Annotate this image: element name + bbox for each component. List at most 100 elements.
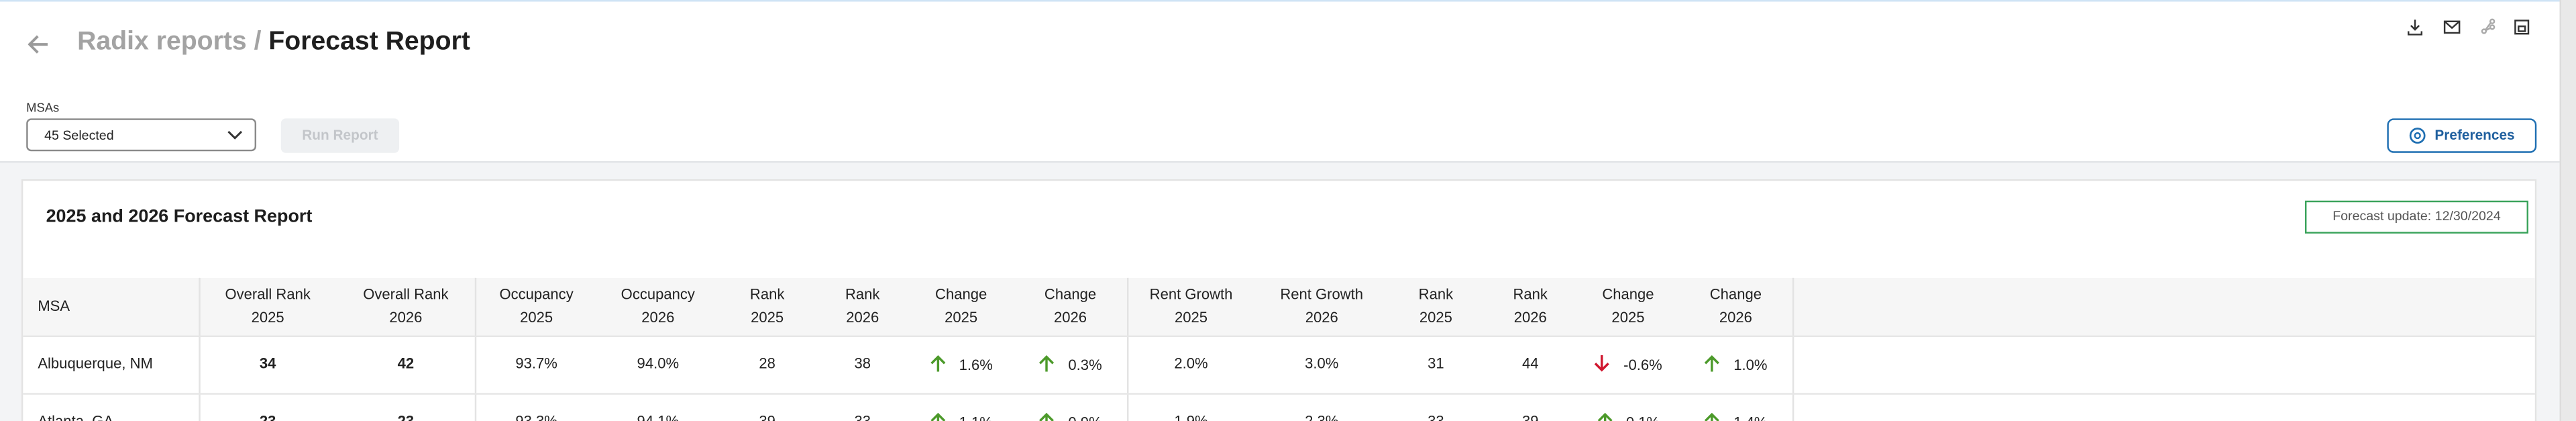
- column-header: Rank 2025: [718, 283, 816, 329]
- header-line: Rank: [1513, 286, 1548, 303]
- header-line: 2026: [389, 309, 423, 326]
- back-button[interactable]: [28, 34, 50, 54]
- header-line: Rank: [845, 286, 880, 303]
- download-icon[interactable]: [2408, 19, 2423, 36]
- column-header: Occupancy 2026: [598, 283, 718, 329]
- column-header: Rank 2025: [1388, 283, 1483, 329]
- down-arrow: [1595, 355, 1610, 372]
- up-arrow: [930, 355, 945, 372]
- column-header: Rent Growth 2025: [1127, 283, 1255, 329]
- column-header: Rent Growth 2026: [1255, 283, 1388, 329]
- header-line: 2026: [1719, 309, 1752, 326]
- chevron: [227, 130, 243, 140]
- table-cell: 0.9%: [1014, 412, 1127, 421]
- table-cell: 3.0%: [1305, 355, 1339, 372]
- mail-icon[interactable]: [2443, 20, 2461, 34]
- row-divider: [23, 393, 2535, 395]
- header-line: 2026: [1305, 309, 1338, 326]
- header-line: Rank: [749, 286, 785, 303]
- table-cell: -0.6%: [1577, 355, 1679, 373]
- column-header: Rank 2026: [816, 283, 908, 329]
- column-header: Overall Rank 2026: [337, 283, 475, 329]
- change-value: 1.4%: [1733, 414, 1767, 421]
- table-cell: 33: [854, 412, 871, 421]
- table-cell: 1.0%: [1679, 355, 1792, 373]
- crumb-current: Forecast Report: [268, 28, 470, 56]
- table-cell: 1.9%: [1174, 412, 1208, 421]
- table-cell: 23: [397, 412, 415, 421]
- change-value: 1.6%: [959, 357, 993, 373]
- change-value: 0.9%: [1068, 414, 1102, 421]
- header-line: Rent Growth: [1149, 286, 1233, 303]
- header-line: 2025: [520, 309, 553, 326]
- table-cell: 31: [1428, 355, 1444, 372]
- column-header: MSA: [38, 294, 70, 317]
- table-cell: 1.1%: [908, 412, 1014, 421]
- forecast-update: Forecast update: 12/30/2024: [2304, 200, 2529, 234]
- header-line: Occupancy: [621, 286, 695, 303]
- header-line: 2025: [945, 309, 978, 326]
- header-line: Change: [1044, 286, 1097, 303]
- header-line: MSA: [38, 297, 70, 314]
- card-title: 2025 and 2026 Forecast Report: [46, 207, 313, 227]
- header-line: Overall Rank: [225, 286, 311, 303]
- table-cell: 0.1%: [1577, 412, 1679, 421]
- header-line: Overall Rank: [363, 286, 449, 303]
- header-line: 2025: [1419, 309, 1452, 326]
- top-border: [0, 0, 2560, 2]
- header-line: Rent Growth: [1280, 286, 1364, 303]
- table-cell: 93.3%: [515, 412, 557, 421]
- preferences-button[interactable]: Preferences: [2387, 118, 2537, 153]
- up-arrow: [1039, 355, 1055, 372]
- header-line: Change: [935, 286, 987, 303]
- column-header: Change 2026: [1014, 283, 1127, 329]
- header-line: 2025: [751, 309, 784, 326]
- toolbar-icons: [2408, 18, 2530, 36]
- preferences-label: Preferences: [2434, 126, 2515, 144]
- column-separator: [199, 277, 201, 421]
- column-header: Occupancy 2025: [475, 283, 598, 329]
- table-cell: 39: [759, 412, 775, 421]
- crumb-parent[interactable]: Radix reports /: [77, 28, 262, 56]
- up-arrow: [1705, 355, 1720, 372]
- change-value: 0.1%: [1626, 414, 1660, 421]
- header-line: 2025: [251, 309, 284, 326]
- header-line: 2026: [1053, 309, 1087, 326]
- table-cell: 0.3%: [1014, 355, 1127, 373]
- table-cell: 39: [1521, 412, 1539, 421]
- table-cell: Albuquerque, NM: [38, 355, 153, 372]
- header-line: 2025: [1611, 309, 1645, 326]
- table-cell: 42: [397, 355, 415, 372]
- table-cell: 94.0%: [637, 355, 680, 372]
- run-report-button[interactable]: Run Report: [280, 118, 400, 153]
- header-line: Change: [1602, 286, 1654, 303]
- scrollbar[interactable]: [2559, 0, 2576, 421]
- table-cell: 94.1%: [637, 412, 680, 421]
- up-arrow: [1597, 412, 1613, 421]
- table-cell: 23: [259, 412, 276, 421]
- table-cell: 33: [1428, 412, 1444, 421]
- header-line: 2026: [846, 309, 879, 326]
- table-cell: 2.3%: [1305, 412, 1339, 421]
- column-header: Overall Rank 2025: [199, 283, 337, 329]
- header-line: Occupancy: [499, 286, 574, 303]
- header-line: 2025: [1174, 309, 1208, 326]
- gear-icon: [2409, 128, 2426, 144]
- table-cell: 1.6%: [908, 355, 1014, 373]
- save-icon[interactable]: [2514, 19, 2530, 35]
- msa-dropdown[interactable]: 45 Selected: [26, 118, 257, 152]
- column-separator: [1792, 277, 1794, 421]
- table-cell: 44: [1521, 355, 1539, 372]
- share-icon[interactable]: [2481, 18, 2496, 34]
- change-value: -0.6%: [1623, 357, 1662, 373]
- change-value: 1.1%: [959, 414, 993, 421]
- table-cell: 28: [759, 355, 775, 372]
- column-header: Change 2025: [1577, 283, 1679, 329]
- header-line: 2026: [641, 309, 675, 326]
- msa-value: 45 Selected: [44, 128, 114, 144]
- column-separator: [1127, 277, 1129, 421]
- table-cell: 34: [259, 355, 276, 372]
- table-cell: 1.4%: [1679, 412, 1792, 421]
